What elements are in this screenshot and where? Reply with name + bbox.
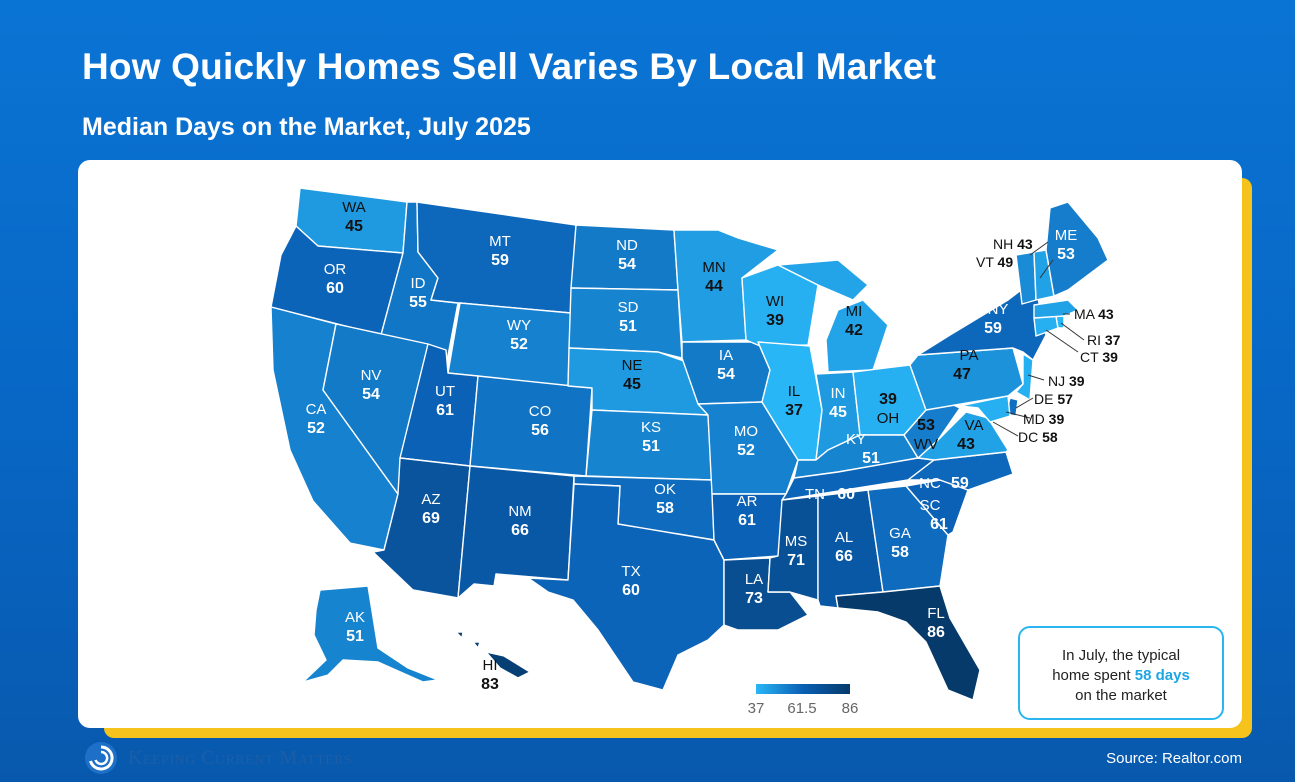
state-label-wv: 53 WV [913,417,939,453]
state-label-ne: NE 45 [621,357,643,393]
page-subtitle: Median Days on the Market, July 2025 [82,113,531,141]
state-nj [1015,353,1034,401]
state-label-az: AZ 69 [421,491,441,527]
ext-label-ct: CT 39 [1080,349,1118,365]
legend-min: 37 [747,700,765,717]
state-label-mt: MT 59 [489,233,511,269]
ext-label-vt: VT 49 [976,254,1014,270]
state-label-mn: MN 44 [702,259,726,295]
state-sc [905,479,969,536]
state-label-fl: FL 86 [927,605,945,641]
state-me [1045,201,1109,297]
state-label-nc: NC 59 [919,475,969,492]
ext-label-nj: NJ 39 [1048,373,1085,389]
callout-highlight: 58 days [1134,667,1190,684]
state-ri [1055,315,1065,329]
state-label-ok: OK 58 [654,481,676,517]
state-label-tn: TN 60 [805,486,855,503]
ext-label-nh: NH 43 [993,236,1033,252]
state-ny [917,279,1047,361]
state-va [917,411,1009,461]
state-label-ia: IA 54 [717,347,735,383]
state-tx [527,483,725,691]
state-label-mo: MO 52 [733,423,759,459]
state-ma [1033,299,1079,319]
state-ak [302,585,439,683]
callout-line-3: on the market [1075,687,1167,704]
state-label-oh: 39 OH [876,391,900,427]
state-label-wi: WI 39 [765,293,785,329]
page-title: How Quickly Homes Sell Varies By Local M… [82,46,937,87]
state-label-in: IN 45 [829,385,847,421]
ext-label-ma: MA 43 [1074,306,1114,322]
state-label-pa: PA 47 [953,347,979,383]
state-fl [835,585,981,701]
state-md [959,395,1011,423]
state-sd [568,287,683,359]
ext-label-ri: RI 37 [1087,332,1121,348]
state-label-nv: NV 54 [360,367,382,403]
state-label-ut: UT 61 [435,383,455,419]
ext-label-md: MD 39 [1023,411,1065,427]
state-label-sd: SD 51 [617,299,639,335]
state-label-wa: WA 45 [342,199,366,235]
brand-name: Keeping Current Matters [128,746,353,769]
state-label-mi: MI 42 [845,303,863,339]
source-credit: Source: Realtor.com [1106,750,1242,767]
state-label-ky: KY 51 [845,431,880,467]
typical-home-callout: In July, the typical home spent 58 days … [1018,626,1224,720]
callout-line-2: home spent 58 days [1052,667,1190,684]
state-label-me: ME 53 [1054,227,1078,263]
legend-ticks: 37 61.5 86 [748,700,886,720]
state-label-ar: AR 61 [736,493,758,529]
state-ct [1033,315,1059,337]
state-label-ak: AK 51 [344,609,366,645]
state-label-sc: SC 61 [919,497,948,533]
state-label-ca: CA 52 [305,401,327,437]
state-label-ny: NY 59 [984,301,1009,337]
state-label-al: AL 66 [834,529,854,565]
state-label-ks: KS 51 [640,419,662,455]
state-label-wy: WY 52 [506,317,532,353]
callout-line-1: In July, the typical [1061,647,1181,664]
state-label-id: ID 55 [409,275,427,311]
state-label-ga: GA 58 [889,525,911,561]
state-label-ms: MS 71 [784,533,808,569]
state-label-va: VA 43 [957,417,984,453]
us-map [270,187,1109,701]
state-label-or: OR 60 [323,261,347,297]
brand-logo: Keeping Current Matters [84,740,352,776]
legend-max: 86 [841,700,859,717]
callout-leader-lines [992,241,1085,437]
state-hi [455,631,531,679]
ext-label-de: DE 57 [1034,391,1073,407]
state-label-hi: HI 83 [481,657,499,693]
state-label-co: CO 56 [528,403,552,439]
state-ar [711,493,787,561]
state-label-la: LA 73 [744,571,764,607]
ext-label-dc: DC 58 [1018,429,1058,445]
legend-gradient-bar [756,684,850,694]
map-card: WA 45 OR 60 CA 52 ID 55 NV 54 MT 59 WY 52 UT 61 … [78,160,1242,728]
state-label-nd: ND 54 [616,237,638,273]
state-label-tx: TX 60 [621,563,641,599]
state-label-nm: NM 66 [508,503,532,539]
legend-mid: 61.5 [787,700,817,717]
state-label-il: IL 37 [785,383,803,419]
color-legend: 37 61.5 86 [748,684,886,720]
brand-swirl-icon [85,742,117,774]
